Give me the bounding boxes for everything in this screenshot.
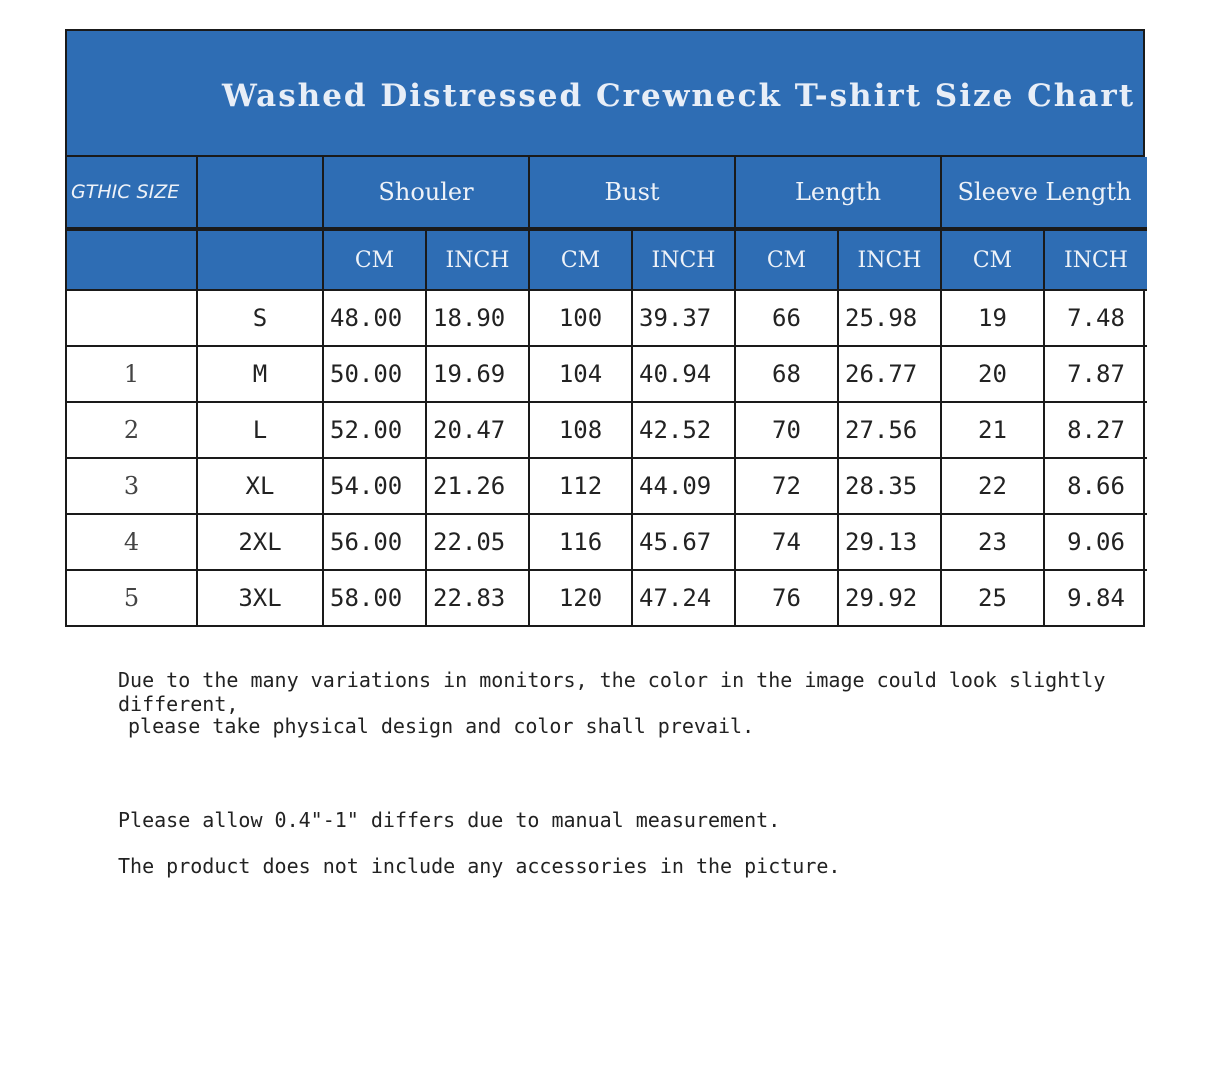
value-cell: 20.47: [425, 401, 530, 459]
table-row: S 48.00 18.90 100 39.37 66 25.98 19 7.48: [67, 289, 1148, 347]
value-cell: 25: [940, 569, 1045, 625]
value-cell: 120: [528, 569, 633, 625]
note-prevail: please take physical design and color sh…: [128, 714, 755, 738]
gothic-size-header: GTHIC SIZE: [67, 157, 198, 231]
row-number-cell: 4: [67, 513, 198, 571]
value-cell: 70: [734, 401, 839, 459]
note-monitor: Due to the many variations in monitors, …: [118, 668, 1106, 716]
row-number-cell: 2: [67, 401, 198, 459]
value-cell: 58.00: [322, 569, 427, 625]
value-cell: 29.92: [837, 569, 942, 625]
note-measurement: Please allow 0.4"-1" differs due to manu…: [118, 808, 781, 832]
size-cell: L: [196, 401, 324, 459]
row-number-cell: 3: [67, 457, 198, 515]
unit-header: CM: [322, 228, 427, 291]
table-row: 1 M 50.00 19.69 104 40.94 68 26.77 20 7.87: [67, 345, 1148, 403]
value-cell: 19.69: [425, 345, 530, 403]
notes: Due to the many variations in monitors, …: [118, 668, 1214, 878]
value-cell: 21.26: [425, 457, 530, 515]
value-cell: 22: [940, 457, 1045, 515]
value-cell: 21: [940, 401, 1045, 459]
value-cell: 68: [734, 345, 839, 403]
value-cell: 39.37: [631, 289, 736, 347]
value-cell: 22.05: [425, 513, 530, 571]
unit-header: CM: [528, 228, 633, 291]
value-cell: 76: [734, 569, 839, 625]
value-cell: 108: [528, 401, 633, 459]
unit-header: INCH: [631, 228, 736, 291]
size-header: [196, 157, 324, 231]
value-cell: 48.00: [322, 289, 427, 347]
size-table: GTHIC SIZE Shouler Bust Length Sleeve Le…: [67, 157, 1148, 625]
value-cell: 22.83: [425, 569, 530, 625]
note-accessories: The product does not include any accesso…: [118, 854, 841, 878]
value-cell: 66: [734, 289, 839, 347]
empty-header: [67, 228, 198, 291]
value-cell: 26.77: [837, 345, 942, 403]
value-cell: 20: [940, 345, 1045, 403]
value-cell: 112: [528, 457, 633, 515]
value-cell: 7.87: [1042, 345, 1148, 403]
value-cell: 50.00: [322, 345, 427, 403]
row-number-cell: [67, 289, 198, 347]
unit-header: INCH: [837, 228, 942, 291]
value-cell: 47.24: [631, 569, 736, 625]
table-row: 5 3XL 58.00 22.83 120 47.24 76 29.92 25 9.84: [67, 569, 1148, 625]
value-cell: 44.09: [631, 457, 736, 515]
size-cell: 2XL: [196, 513, 324, 571]
value-cell: 42.52: [631, 401, 736, 459]
value-cell: 29.13: [837, 513, 942, 571]
size-cell: M: [196, 345, 324, 403]
value-cell: 116: [528, 513, 633, 571]
unit-header: CM: [940, 228, 1045, 291]
row-number-cell: 5: [67, 569, 198, 625]
size-cell: 3XL: [196, 569, 324, 625]
value-cell: 54.00: [322, 457, 427, 515]
size-chart: Washed Distressed Crewneck T-shirt Size …: [65, 29, 1148, 627]
row-number-cell: 1: [67, 345, 198, 403]
value-cell: 52.00: [322, 401, 427, 459]
table-row: 2 L 52.00 20.47 108 42.52 70 27.56 21 8.27: [67, 401, 1148, 459]
size-cell: XL: [196, 457, 324, 515]
unit-header: CM: [734, 228, 839, 291]
empty-header: [196, 228, 324, 291]
chart-title: Washed Distressed Crewneck T-shirt Size …: [67, 31, 1143, 157]
value-cell: 45.67: [631, 513, 736, 571]
value-cell: 27.56: [837, 401, 942, 459]
table-row: 4 2XL 56.00 22.05 116 45.67 74 29.13 23 9.06: [67, 513, 1148, 571]
value-cell: 104: [528, 345, 633, 403]
shoulder-header: Shouler: [322, 157, 530, 231]
value-cell: 8.66: [1042, 457, 1148, 515]
value-cell: 8.27: [1042, 401, 1148, 459]
size-cell: S: [196, 289, 324, 347]
value-cell: 23: [940, 513, 1045, 571]
value-cell: 28.35: [837, 457, 942, 515]
value-cell: 72: [734, 457, 839, 515]
bust-header: Bust: [528, 157, 736, 231]
value-cell: 18.90: [425, 289, 530, 347]
value-cell: 100: [528, 289, 633, 347]
value-cell: 9.84: [1042, 569, 1148, 625]
value-cell: 56.00: [322, 513, 427, 571]
sleeve-length-header: Sleeve Length: [939, 157, 1148, 231]
header-row-groups: GTHIC SIZE Shouler Bust Length Sleeve Le…: [67, 157, 1148, 231]
unit-header: INCH: [1042, 228, 1148, 291]
length-header: Length: [734, 157, 942, 231]
header-row-units: CM INCH CM INCH CM INCH CM INCH: [67, 228, 1148, 291]
value-cell: 9.06: [1042, 513, 1148, 571]
unit-header: INCH: [425, 228, 530, 291]
value-cell: 40.94: [631, 345, 736, 403]
value-cell: 7.48: [1042, 289, 1148, 347]
table-row: 3 XL 54.00 21.26 112 44.09 72 28.35 22 8.66: [67, 457, 1148, 515]
value-cell: 74: [734, 513, 839, 571]
value-cell: 19: [940, 289, 1045, 347]
value-cell: 25.98: [837, 289, 942, 347]
